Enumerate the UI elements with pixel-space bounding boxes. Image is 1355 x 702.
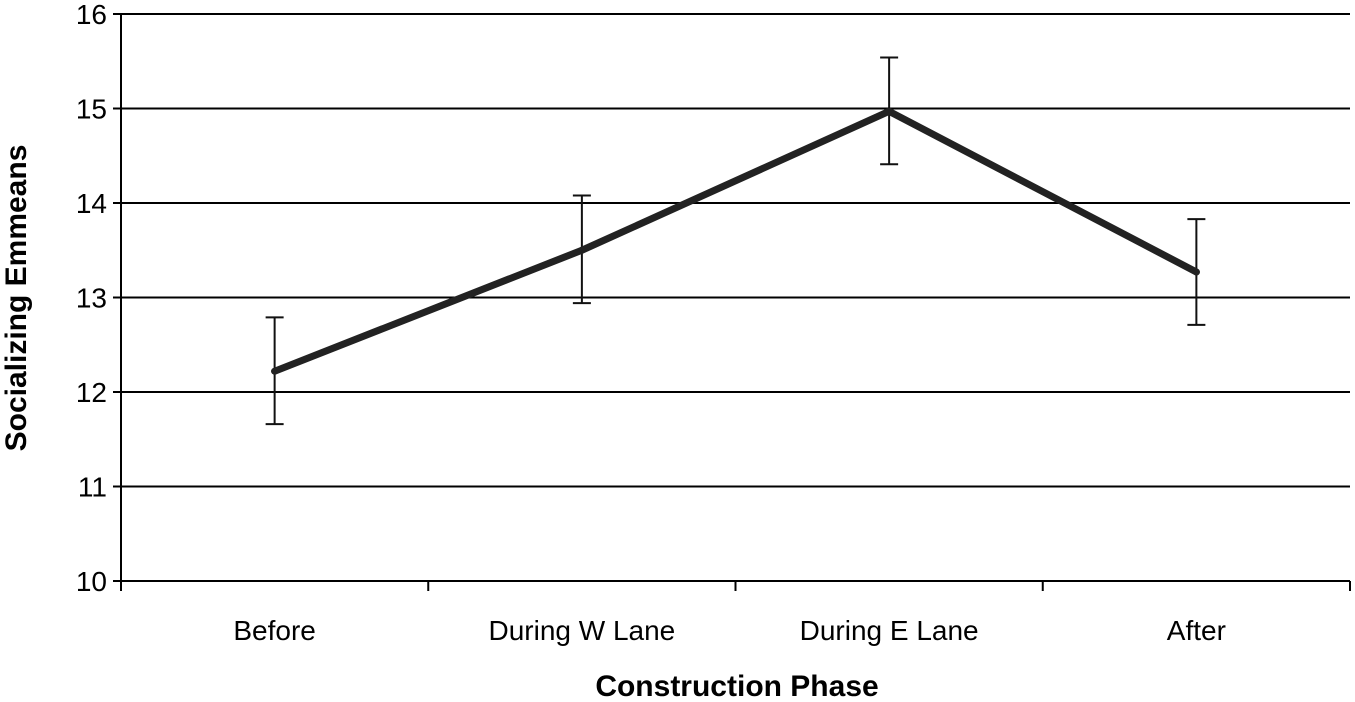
y-tick-label: 12	[76, 377, 107, 408]
x-axis-title: Construction Phase	[595, 670, 878, 702]
y-tick-label: 11	[78, 472, 107, 503]
y-tick-label: 15	[76, 94, 107, 125]
y-tick-labels: 10 11 12 13 14 15 16	[76, 0, 107, 597]
data-point	[885, 107, 893, 115]
x-tick-label: After	[1167, 615, 1226, 646]
x-tick-label: Before	[233, 615, 316, 646]
axes	[113, 13, 1351, 591]
gridlines	[121, 13, 1350, 488]
y-tick-label: 13	[76, 283, 107, 314]
x-tick-labels: Before During W Lane During E Lane After	[233, 615, 1226, 646]
y-tick-label: 10	[76, 566, 107, 597]
error-bars	[265, 56, 1206, 426]
data-point	[1192, 268, 1200, 276]
series-line	[271, 107, 1200, 375]
data-point	[578, 246, 586, 254]
data-point	[271, 367, 279, 375]
y-tick-label: 14	[76, 188, 107, 219]
x-tick-label: During E Lane	[800, 615, 979, 646]
x-tick-label: During W Lane	[488, 615, 675, 646]
series-line	[271, 107, 1200, 375]
y-axis-title: Socializing Emmeans	[0, 145, 33, 452]
y-tick-label: 16	[76, 0, 107, 30]
